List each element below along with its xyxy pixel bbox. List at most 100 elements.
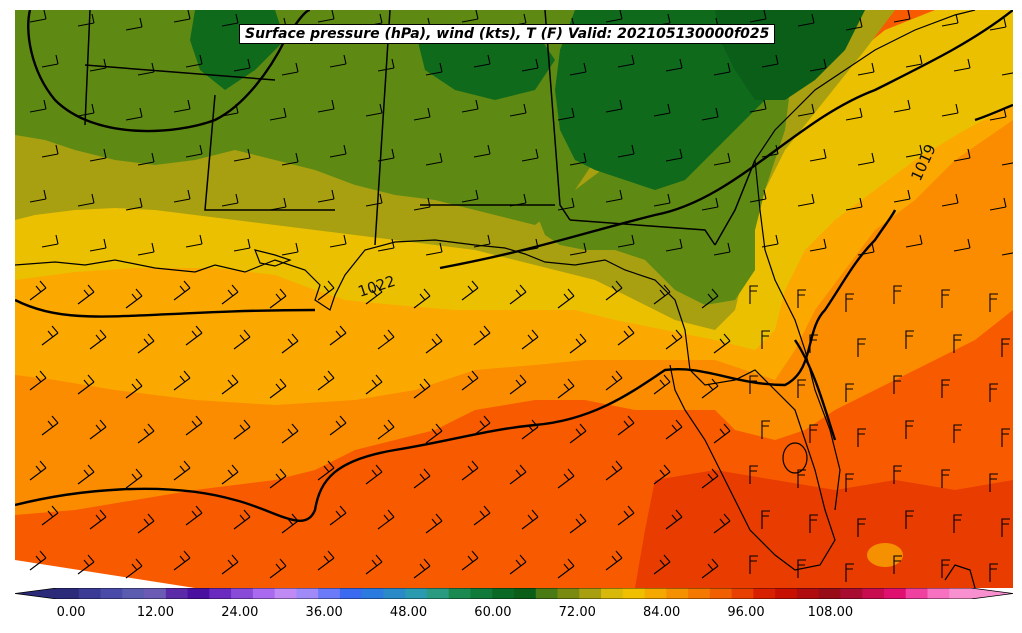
wind-barb xyxy=(89,419,107,440)
wind-barb xyxy=(953,148,971,162)
colorbar-segment xyxy=(57,588,80,599)
wind-barb xyxy=(857,428,866,447)
colorbar-segment xyxy=(296,588,319,599)
wind-barb xyxy=(941,193,959,207)
wind-barb xyxy=(569,152,587,166)
colorbar-segment xyxy=(405,588,428,599)
colorbar-segment xyxy=(100,588,123,599)
wind-barb xyxy=(221,374,239,395)
wind-barb xyxy=(509,554,527,575)
colorbar-extend-low xyxy=(15,588,57,599)
wind-barb xyxy=(761,330,770,349)
wind-barb xyxy=(221,284,239,305)
wind-barb xyxy=(893,375,902,394)
wind-barb xyxy=(893,10,911,23)
wind-barb xyxy=(569,423,587,444)
wind-barb xyxy=(473,54,491,68)
wind-barb xyxy=(377,238,395,252)
colorbar-segment xyxy=(666,588,689,599)
wind-barb xyxy=(617,144,635,158)
wind-barb xyxy=(41,54,59,68)
wind-barb xyxy=(617,325,635,346)
wind-barb xyxy=(137,333,155,354)
wind-barb xyxy=(125,107,143,121)
colorbar-segment xyxy=(688,588,711,599)
wind-barb xyxy=(221,554,239,575)
wind-barb xyxy=(761,234,779,248)
temp-field-86 xyxy=(635,470,1013,588)
colorbar-tick-label: 12.00 xyxy=(136,605,175,620)
wind-barb xyxy=(233,58,251,72)
wind-barb xyxy=(41,144,59,158)
colorbar-segment xyxy=(579,588,602,599)
wind-barb xyxy=(317,189,335,203)
wind-barb xyxy=(701,378,719,399)
wind-barb xyxy=(749,189,767,203)
colorbar-segment xyxy=(514,588,537,599)
wind-barb xyxy=(29,370,47,391)
wind-barb xyxy=(905,510,914,529)
wind-barb xyxy=(557,197,575,211)
wind-barb xyxy=(329,415,347,436)
wind-barb xyxy=(233,419,251,440)
wind-barb xyxy=(557,378,575,399)
wind-barb xyxy=(941,103,959,117)
wind-barb xyxy=(701,288,719,309)
wind-barb xyxy=(521,238,539,252)
wind-barb xyxy=(905,144,923,158)
wind-barb xyxy=(185,54,203,68)
wind-barb xyxy=(653,103,671,117)
wind-barb xyxy=(809,424,818,443)
wind-barb xyxy=(617,234,635,248)
wind-barb xyxy=(905,330,914,349)
wind-barb xyxy=(509,374,527,395)
wind-barb xyxy=(605,550,623,571)
wind-barb xyxy=(761,144,779,158)
colorbar-segment xyxy=(231,588,254,599)
wind-barb xyxy=(233,509,251,530)
wind-barb xyxy=(905,234,923,248)
wind-barb xyxy=(797,193,815,207)
wind-barb xyxy=(893,285,902,304)
wind-barb xyxy=(173,550,191,571)
wind-barb xyxy=(281,423,299,444)
wind-barb xyxy=(461,550,479,571)
wind-barb xyxy=(269,107,287,121)
wind-barb xyxy=(89,329,107,350)
wind-barb xyxy=(1001,162,1013,166)
wind-barb xyxy=(125,558,143,579)
colorbar-segment xyxy=(818,588,842,599)
wind-barb xyxy=(185,505,203,526)
wind-barb xyxy=(941,13,959,27)
wind-barb xyxy=(221,103,239,117)
wind-barb xyxy=(845,107,863,121)
wind-barb xyxy=(41,415,59,436)
wind-barb xyxy=(857,518,866,537)
wind-barb xyxy=(701,468,719,489)
wind-barb xyxy=(989,563,998,582)
wind-barb xyxy=(845,383,854,402)
wind-barb xyxy=(941,559,950,578)
wind-barb xyxy=(29,189,47,203)
colorbar-segment xyxy=(78,588,102,599)
colorbar-segment xyxy=(165,588,189,599)
wind-barb xyxy=(377,329,395,350)
wind-barb xyxy=(857,152,875,166)
wind-barb xyxy=(425,62,443,76)
wind-barb xyxy=(365,464,383,485)
wind-barb xyxy=(77,374,95,395)
colorbar-segment xyxy=(383,588,406,599)
wind-barb xyxy=(281,62,299,76)
wind-barb xyxy=(173,280,191,301)
wind-barb xyxy=(893,99,911,113)
wind-barb xyxy=(461,280,479,301)
wind-barbs xyxy=(29,10,1013,582)
wind-barb xyxy=(125,468,143,489)
colorbar-segment xyxy=(862,588,885,599)
wind-barb xyxy=(809,148,827,162)
state-boundaries xyxy=(84,10,756,246)
wind-barb xyxy=(905,54,923,68)
wind-barb xyxy=(77,554,95,575)
wind-barb xyxy=(413,468,431,489)
wind-barb xyxy=(41,505,59,526)
